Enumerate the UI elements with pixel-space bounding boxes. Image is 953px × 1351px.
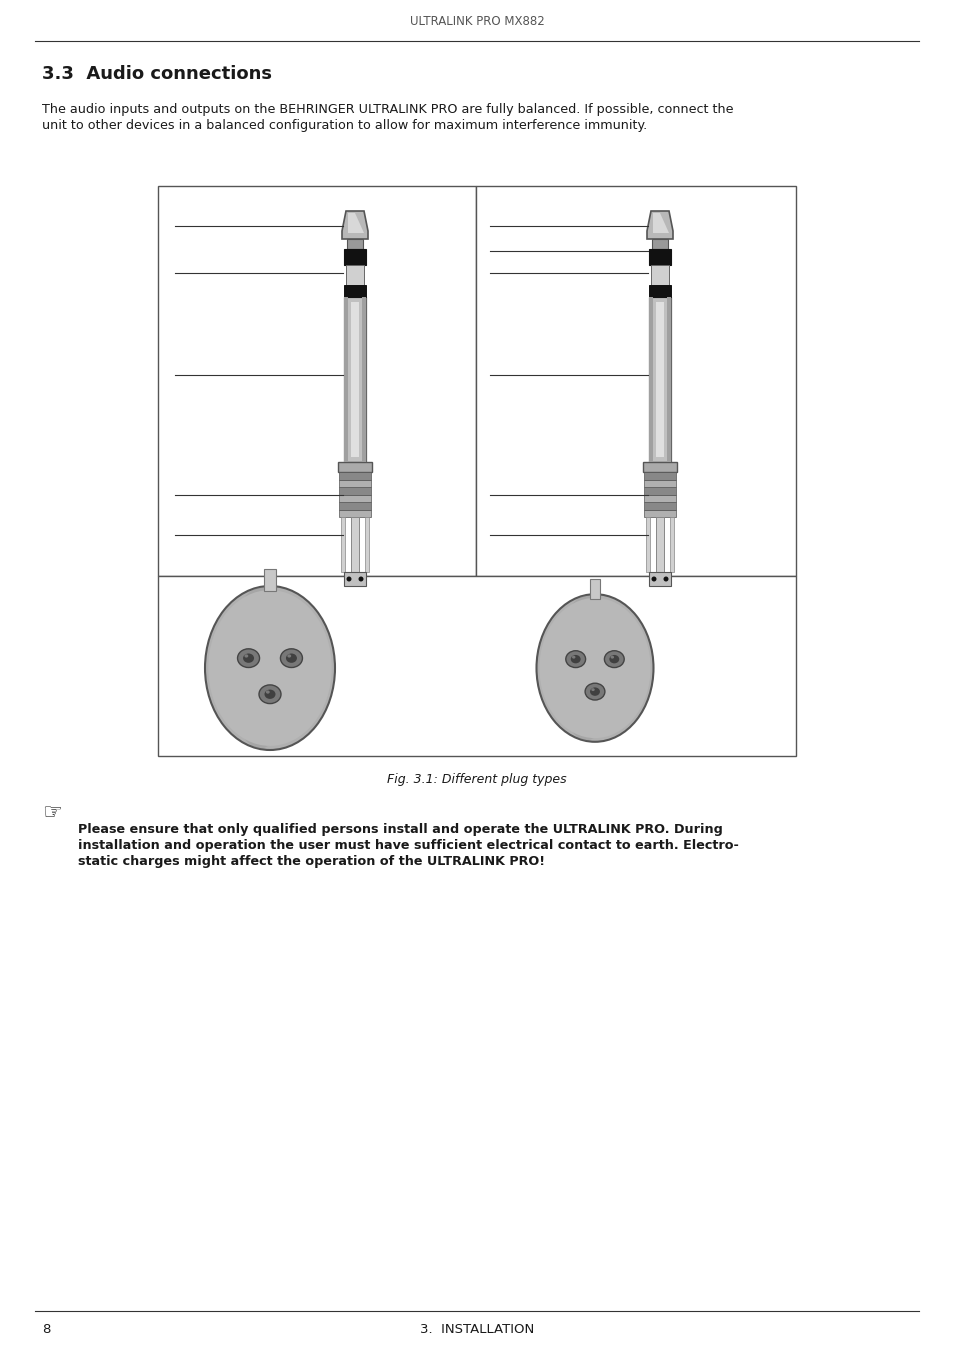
Ellipse shape (266, 690, 270, 693)
Bar (338, 494, 371, 503)
Bar (338, 486, 371, 494)
Bar (648, 285, 670, 297)
Bar (351, 303, 358, 457)
Bar (648, 297, 670, 462)
Bar (643, 503, 676, 509)
Text: static charges might affect the operation of the ULTRALINK PRO!: static charges might affect the operatio… (78, 855, 544, 867)
Circle shape (346, 577, 351, 581)
Ellipse shape (570, 655, 580, 663)
Polygon shape (646, 211, 672, 239)
Bar (589, 578, 599, 598)
Bar (650, 265, 668, 285)
Bar (648, 571, 670, 586)
Bar (264, 569, 275, 590)
Bar (338, 503, 371, 509)
Bar (656, 303, 663, 457)
Polygon shape (652, 213, 668, 232)
Circle shape (358, 577, 363, 581)
Text: 3.  INSTALLATION: 3. INSTALLATION (419, 1323, 534, 1336)
Bar (643, 471, 676, 480)
Bar (643, 509, 676, 517)
Bar (338, 471, 371, 480)
Bar (158, 576, 795, 757)
Circle shape (651, 577, 656, 581)
Ellipse shape (572, 655, 575, 659)
Bar (338, 480, 371, 486)
Bar (643, 486, 676, 494)
Ellipse shape (610, 655, 614, 659)
Bar (346, 265, 364, 285)
Text: The audio inputs and outputs on the BEHRINGER ULTRALINK PRO are fully balanced. : The audio inputs and outputs on the BEHR… (42, 103, 733, 116)
Ellipse shape (565, 651, 585, 667)
Ellipse shape (286, 654, 296, 663)
Circle shape (662, 577, 668, 581)
Bar (340, 517, 345, 571)
Bar (344, 571, 366, 586)
Bar (158, 186, 476, 576)
Bar (669, 517, 673, 571)
Bar (642, 462, 677, 471)
Ellipse shape (264, 689, 275, 698)
Ellipse shape (609, 655, 618, 663)
Ellipse shape (237, 648, 259, 667)
Ellipse shape (590, 688, 599, 696)
Bar (338, 509, 371, 517)
Ellipse shape (244, 654, 248, 658)
Bar (347, 239, 363, 249)
Ellipse shape (258, 685, 281, 704)
Text: Please ensure that only qualified persons install and operate the ULTRALINK PRO.: Please ensure that only qualified person… (78, 823, 722, 836)
Bar (344, 249, 366, 265)
Ellipse shape (591, 688, 594, 692)
Bar (476, 186, 795, 576)
Ellipse shape (228, 588, 293, 748)
Bar (351, 517, 358, 571)
Bar (344, 297, 366, 462)
Bar (648, 249, 670, 265)
Text: ☞: ☞ (42, 802, 62, 823)
Ellipse shape (208, 590, 332, 746)
Bar (648, 297, 652, 462)
Text: unit to other devices in a balanced configuration to allow for maximum interfere: unit to other devices in a balanced conf… (42, 119, 646, 132)
Bar (666, 297, 670, 462)
Bar (643, 480, 676, 486)
Text: installation and operation the user must have sufficient electrical contact to e: installation and operation the user must… (78, 839, 739, 852)
Polygon shape (348, 213, 364, 232)
Polygon shape (341, 211, 368, 239)
Bar (645, 517, 649, 571)
Ellipse shape (280, 648, 302, 667)
Text: 3.3  Audio connections: 3.3 Audio connections (42, 65, 272, 82)
Bar (656, 517, 663, 571)
Ellipse shape (536, 594, 653, 742)
Ellipse shape (243, 654, 253, 663)
Bar (651, 239, 667, 249)
Bar (344, 297, 348, 462)
Text: 8: 8 (42, 1323, 51, 1336)
Bar (361, 297, 366, 462)
Ellipse shape (205, 586, 335, 750)
Ellipse shape (584, 684, 604, 700)
Bar (337, 462, 372, 471)
Text: ULTRALINK PRO MX882: ULTRALINK PRO MX882 (409, 15, 544, 28)
Ellipse shape (538, 598, 650, 738)
Text: Fig. 3.1: Different plug types: Fig. 3.1: Different plug types (387, 773, 566, 786)
Ellipse shape (557, 596, 615, 740)
Ellipse shape (287, 654, 291, 658)
Ellipse shape (604, 651, 623, 667)
Bar (344, 285, 366, 297)
Bar (643, 494, 676, 503)
Bar (365, 517, 369, 571)
